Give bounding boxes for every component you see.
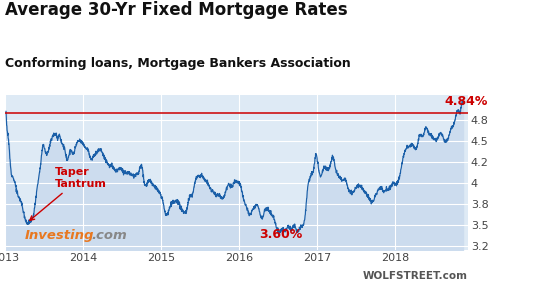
Text: WOLFSTREET.com: WOLFSTREET.com (363, 271, 468, 281)
Text: 4.84%: 4.84% (444, 95, 487, 108)
Text: Investing: Investing (25, 229, 94, 242)
Text: Taper
Tantrum: Taper Tantrum (30, 167, 106, 220)
Text: 3.60%: 3.60% (259, 227, 302, 241)
Text: Conforming loans, Mortgage Bankers Association: Conforming loans, Mortgage Bankers Assoc… (5, 57, 351, 70)
Text: Average 30-Yr Fixed Mortgage Rates: Average 30-Yr Fixed Mortgage Rates (5, 1, 348, 19)
Text: .com: .com (92, 229, 127, 242)
